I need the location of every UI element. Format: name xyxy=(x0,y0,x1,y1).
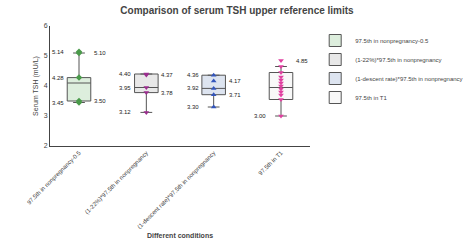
svg-text:(1-22%)*97.5th in nonpregnancy: (1-22%)*97.5th in nonpregnancy xyxy=(355,57,441,63)
svg-text:3.45: 3.45 xyxy=(52,100,64,106)
svg-text:3.12: 3.12 xyxy=(119,109,131,115)
svg-text:4.28: 4.28 xyxy=(52,75,64,81)
svg-text:97.5th in nonpregnancy-0.5: 97.5th in nonpregnancy-0.5 xyxy=(355,38,429,44)
svg-text:4.36: 4.36 xyxy=(187,72,199,78)
svg-text:(1-descent rate)*97.5th in non: (1-descent rate)*97.5th in nonpregnancy xyxy=(355,76,462,82)
svg-text:Serum TSH (mU/L): Serum TSH (mU/L) xyxy=(32,56,40,116)
svg-text:3.50: 3.50 xyxy=(94,98,106,104)
svg-text:4: 4 xyxy=(44,82,48,89)
svg-text:4.85: 4.85 xyxy=(296,58,308,64)
svg-text:6: 6 xyxy=(44,22,48,29)
svg-text:(1-descent rate)*97.5th in non: (1-descent rate)*97.5th in nonpregnancy xyxy=(136,150,216,230)
svg-text:3.30: 3.30 xyxy=(187,104,199,110)
svg-text:4.17: 4.17 xyxy=(229,78,241,84)
svg-text:5.14: 5.14 xyxy=(52,49,64,55)
svg-text:97.5th in T1: 97.5th in T1 xyxy=(355,95,387,101)
svg-text:4.37: 4.37 xyxy=(161,72,173,78)
svg-text:97.5th in nonpregnancy-0.5: 97.5th in nonpregnancy-0.5 xyxy=(26,149,82,205)
svg-text:5.10: 5.10 xyxy=(94,50,106,56)
svg-text:3.95: 3.95 xyxy=(119,85,131,91)
svg-text:Different conditions: Different conditions xyxy=(147,232,213,239)
svg-text:4.40: 4.40 xyxy=(119,71,131,77)
svg-text:(1-22%)*97.5th in nonpregnancy: (1-22%)*97.5th in nonpregnancy xyxy=(84,150,149,215)
svg-text:3.92: 3.92 xyxy=(187,85,199,91)
svg-text:3.00: 3.00 xyxy=(254,113,266,119)
svg-text:97.5th in T1: 97.5th in T1 xyxy=(257,149,284,176)
svg-text:3.71: 3.71 xyxy=(229,92,241,98)
svg-text:Comparison of serum TSH upper: Comparison of serum TSH upper reference … xyxy=(120,5,354,16)
svg-text:5: 5 xyxy=(44,52,48,59)
svg-text:2: 2 xyxy=(44,142,48,149)
svg-text:3.78: 3.78 xyxy=(161,90,173,96)
svg-text:3: 3 xyxy=(44,112,48,119)
